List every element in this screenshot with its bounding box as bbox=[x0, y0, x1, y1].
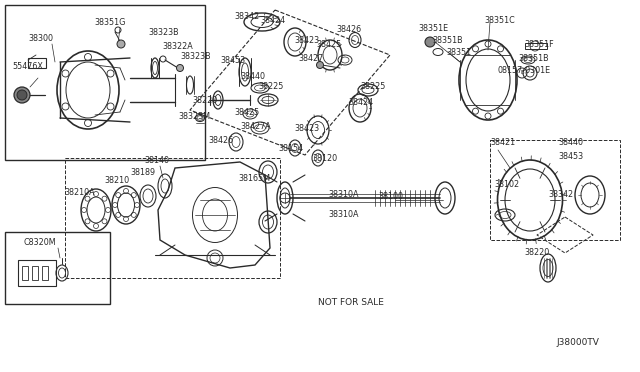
Text: 38189: 38189 bbox=[130, 168, 155, 177]
Text: 38351C: 38351C bbox=[484, 16, 515, 25]
Text: NOT FOR SALE: NOT FOR SALE bbox=[318, 298, 384, 307]
Bar bbox=[525, 43, 547, 49]
Text: 38210A: 38210A bbox=[64, 188, 95, 197]
Text: 38424: 38424 bbox=[348, 98, 373, 107]
Bar bbox=[42, 266, 48, 280]
Text: 08157-0301E: 08157-0301E bbox=[498, 66, 551, 75]
Text: 38165M: 38165M bbox=[238, 174, 270, 183]
Text: 38220: 38220 bbox=[524, 248, 549, 257]
Text: 38440: 38440 bbox=[558, 138, 583, 147]
Text: 38220: 38220 bbox=[192, 96, 217, 105]
Text: 38351G: 38351G bbox=[94, 18, 125, 27]
Text: 38140: 38140 bbox=[144, 156, 169, 165]
Text: J38000TV: J38000TV bbox=[556, 338, 599, 347]
Circle shape bbox=[317, 61, 323, 68]
Text: 38225: 38225 bbox=[360, 82, 385, 91]
Text: 38351F: 38351F bbox=[524, 40, 554, 49]
Text: 38351: 38351 bbox=[446, 48, 471, 57]
Bar bbox=[28, 58, 46, 68]
Bar bbox=[5, 5, 205, 160]
Bar bbox=[490, 140, 620, 240]
Text: 38342: 38342 bbox=[548, 190, 573, 199]
Text: 38100: 38100 bbox=[378, 192, 403, 201]
Text: 38425: 38425 bbox=[234, 108, 259, 117]
Text: 38453: 38453 bbox=[558, 152, 583, 161]
Circle shape bbox=[14, 87, 30, 103]
Text: 38351B: 38351B bbox=[518, 54, 548, 63]
Text: 38323M: 38323M bbox=[178, 112, 210, 121]
Text: 38323B: 38323B bbox=[180, 52, 211, 61]
Text: B: B bbox=[520, 71, 524, 76]
Text: 38102: 38102 bbox=[494, 180, 519, 189]
Text: 38225: 38225 bbox=[258, 82, 284, 91]
Bar bbox=[32, 266, 38, 280]
Circle shape bbox=[117, 40, 125, 48]
Text: 38323B: 38323B bbox=[148, 28, 179, 37]
Circle shape bbox=[17, 90, 27, 100]
Text: 38310A: 38310A bbox=[328, 190, 358, 199]
Text: 38120: 38120 bbox=[312, 154, 337, 163]
Text: 38425: 38425 bbox=[316, 40, 341, 49]
Text: 38427: 38427 bbox=[298, 54, 323, 63]
Text: C8320M: C8320M bbox=[24, 238, 56, 247]
Text: 38421: 38421 bbox=[490, 138, 515, 147]
Bar bbox=[65, 158, 280, 278]
Bar bbox=[18, 260, 56, 286]
Text: 38427A: 38427A bbox=[240, 122, 271, 131]
Circle shape bbox=[425, 37, 435, 47]
Text: 38351E: 38351E bbox=[418, 24, 448, 33]
Text: 38310A: 38310A bbox=[328, 210, 358, 219]
Text: 38426: 38426 bbox=[336, 25, 361, 34]
Text: 55476X: 55476X bbox=[12, 62, 43, 71]
Text: 38322A: 38322A bbox=[162, 42, 193, 51]
Text: 38154: 38154 bbox=[278, 144, 303, 153]
Bar bbox=[22, 266, 28, 280]
Text: 38210: 38210 bbox=[104, 176, 129, 185]
Circle shape bbox=[177, 64, 184, 71]
Text: 38300: 38300 bbox=[28, 34, 53, 43]
Text: 38351B: 38351B bbox=[432, 36, 463, 45]
Text: 38440: 38440 bbox=[240, 72, 265, 81]
Text: 38423: 38423 bbox=[294, 36, 319, 45]
Text: 38426: 38426 bbox=[208, 136, 233, 145]
Bar bbox=[5, 232, 110, 304]
Text: 38423: 38423 bbox=[294, 124, 319, 133]
Text: 38453: 38453 bbox=[220, 56, 245, 65]
Text: 38424: 38424 bbox=[260, 16, 285, 25]
Text: 38342: 38342 bbox=[234, 12, 259, 21]
